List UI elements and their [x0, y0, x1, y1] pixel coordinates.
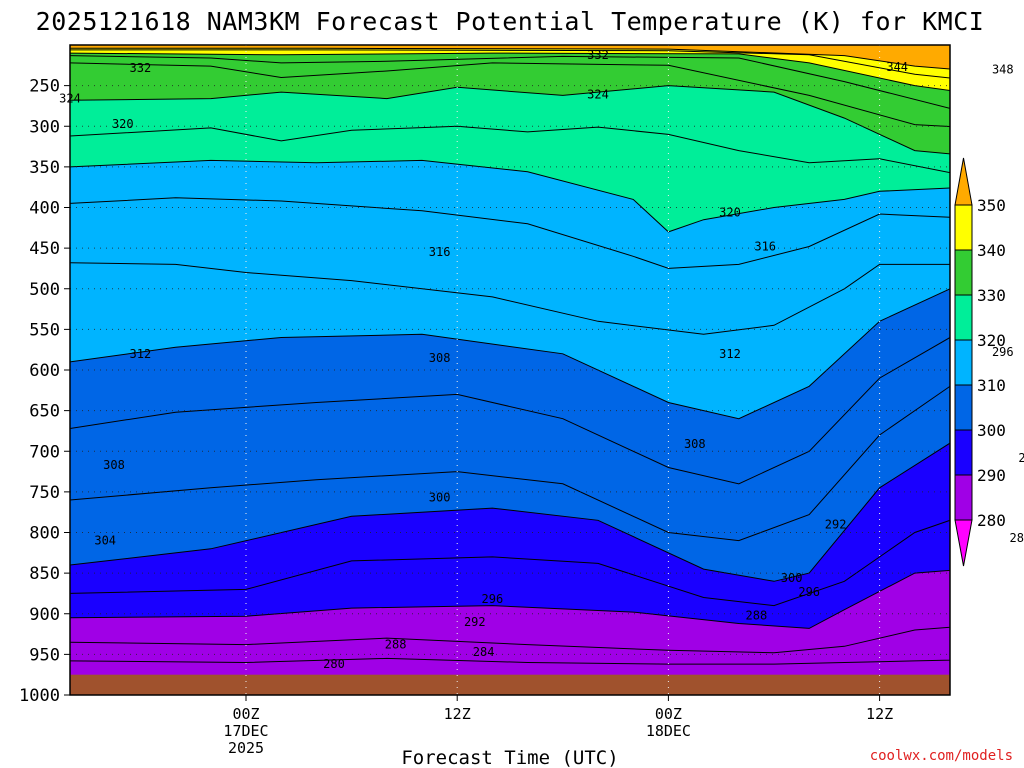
x-tick-label: 2025	[228, 739, 264, 757]
colorbar-label-340: 340	[977, 241, 1006, 260]
isentrope-line-322	[70, 125, 950, 174]
y-tick-label-300: 300	[29, 117, 60, 137]
isentrope-line-326	[70, 85, 950, 155]
isentrope-line-318	[70, 159, 950, 233]
isentrope-line-300	[70, 385, 950, 542]
terrain-ground	[70, 674, 950, 695]
colorbar-segment	[954, 429, 973, 476]
colorbar-segment	[954, 204, 973, 251]
y-tick-label-850: 850	[29, 564, 60, 584]
y-axis: 250 300 350 400 450 500 550 600 650 700 750 800 850 9…	[19, 77, 70, 706]
colorbar-label-300: 300	[977, 421, 1006, 440]
colorbar-label-320: 320	[977, 331, 1006, 350]
contour-label-284: 284	[1010, 531, 1024, 545]
contour-label-308: 308	[684, 437, 706, 451]
contour-label-316: 316	[754, 240, 776, 254]
y-tick-label-450: 450	[29, 239, 60, 259]
isentrope-line-330	[70, 62, 950, 128]
contour-label-288: 288	[385, 638, 407, 652]
contour-labels: 3323323443483243243363203283203123203043…	[59, 48, 1024, 671]
contour-label-304: 304	[94, 534, 116, 548]
y-tick-label-950: 950	[29, 645, 60, 665]
colorbar-label-290: 290	[977, 466, 1006, 485]
colorbar-segment	[954, 384, 973, 431]
isentrope-line-343	[70, 49, 950, 79]
y-tick-label-550: 550	[29, 320, 60, 340]
contour-label-320: 320	[112, 117, 134, 131]
colorbar-segment	[954, 474, 973, 521]
contour-label-308: 308	[429, 351, 451, 365]
isentrope-line-303	[70, 336, 950, 485]
contour-label-292: 292	[464, 615, 486, 629]
y-tick-label-400: 400	[29, 199, 60, 219]
contour-label-284: 284	[473, 645, 495, 659]
contour-label-320: 320	[719, 205, 741, 219]
contour-label-280: 280	[323, 657, 345, 671]
y-tick-label-750: 750	[29, 483, 60, 503]
y-tick-label-650: 650	[29, 402, 60, 422]
isentrope-line-310	[70, 262, 950, 335]
y-tick-label-250: 250	[29, 77, 60, 97]
contour-label-296: 296	[992, 345, 1014, 359]
isentrope-line-338	[70, 52, 950, 92]
colorbar: 350 340 330 320 310 300 290 280	[954, 157, 1006, 567]
colorbar-cap-bottom	[954, 519, 973, 567]
grid-lines	[70, 45, 950, 696]
x-axis-label: Forecast Time (UTC)	[401, 747, 618, 768]
contour-label-332: 332	[587, 48, 609, 62]
y-tick-label-900: 900	[29, 605, 60, 625]
contour-label-300: 300	[781, 571, 803, 585]
contour-label-308: 308	[103, 458, 125, 472]
isentrope-line-281	[70, 657, 950, 665]
y-tick-label-1000: 1000	[19, 686, 60, 706]
contour-label-312: 312	[719, 347, 741, 361]
isentrope-lines	[70, 47, 950, 665]
colorbar-label-280: 280	[977, 511, 1006, 530]
contour-label-296: 296	[482, 592, 504, 606]
contour-label-288: 288	[746, 608, 768, 622]
colorbar-label-350: 350	[977, 196, 1006, 215]
y-tick-label-500: 500	[29, 280, 60, 300]
isentrope-line-284	[70, 626, 950, 654]
contour-label-300: 300	[429, 491, 451, 505]
x-tick-label: 00Z	[655, 705, 682, 723]
colorbar-cap-top	[954, 157, 973, 206]
y-tick-label-350: 350	[29, 158, 60, 178]
contour-label-348: 348	[992, 62, 1014, 76]
isentrope-line-292	[70, 519, 950, 607]
isentrope-line-314	[70, 197, 950, 269]
contour-label-332: 332	[130, 61, 152, 75]
isentrope-line-334	[70, 55, 950, 109]
contour-label-344: 344	[886, 60, 908, 74]
contour-label-316: 316	[429, 245, 451, 259]
x-tick-label: 18DEC	[646, 722, 691, 740]
y-tick-label-700: 700	[29, 442, 60, 462]
x-tick-label: 12Z	[866, 705, 893, 723]
y-tick-label-600: 600	[29, 361, 60, 381]
colorbar-segment	[954, 294, 973, 341]
isentrope-line-288	[70, 569, 950, 629]
isentrope-line-306	[70, 288, 950, 420]
contour-label-292: 292	[825, 517, 847, 531]
contour-label-324: 324	[587, 88, 609, 102]
x-tick-label: 00Z	[232, 705, 259, 723]
colorbar-segment	[954, 339, 973, 386]
isentrope-line-349	[70, 47, 950, 70]
colorbar-label-310: 310	[977, 376, 1006, 395]
x-tick-label: 17DEC	[223, 722, 268, 740]
colorbar-segment	[954, 249, 973, 296]
credit-text: coolwx.com/models	[870, 748, 1013, 764]
contour-label-288: 288	[1018, 451, 1024, 465]
y-tick-label-800: 800	[29, 524, 60, 544]
contour-label-296: 296	[798, 585, 820, 599]
contour-label-312: 312	[130, 347, 152, 361]
isentrope-line-296	[70, 442, 950, 582]
chart-title: 2025121618 NAM3KM Forecast Potential Tem…	[36, 7, 985, 36]
colorbar-label-330: 330	[977, 286, 1006, 305]
x-tick-label: 12Z	[444, 705, 471, 723]
isentrope-fills	[70, 45, 950, 695]
